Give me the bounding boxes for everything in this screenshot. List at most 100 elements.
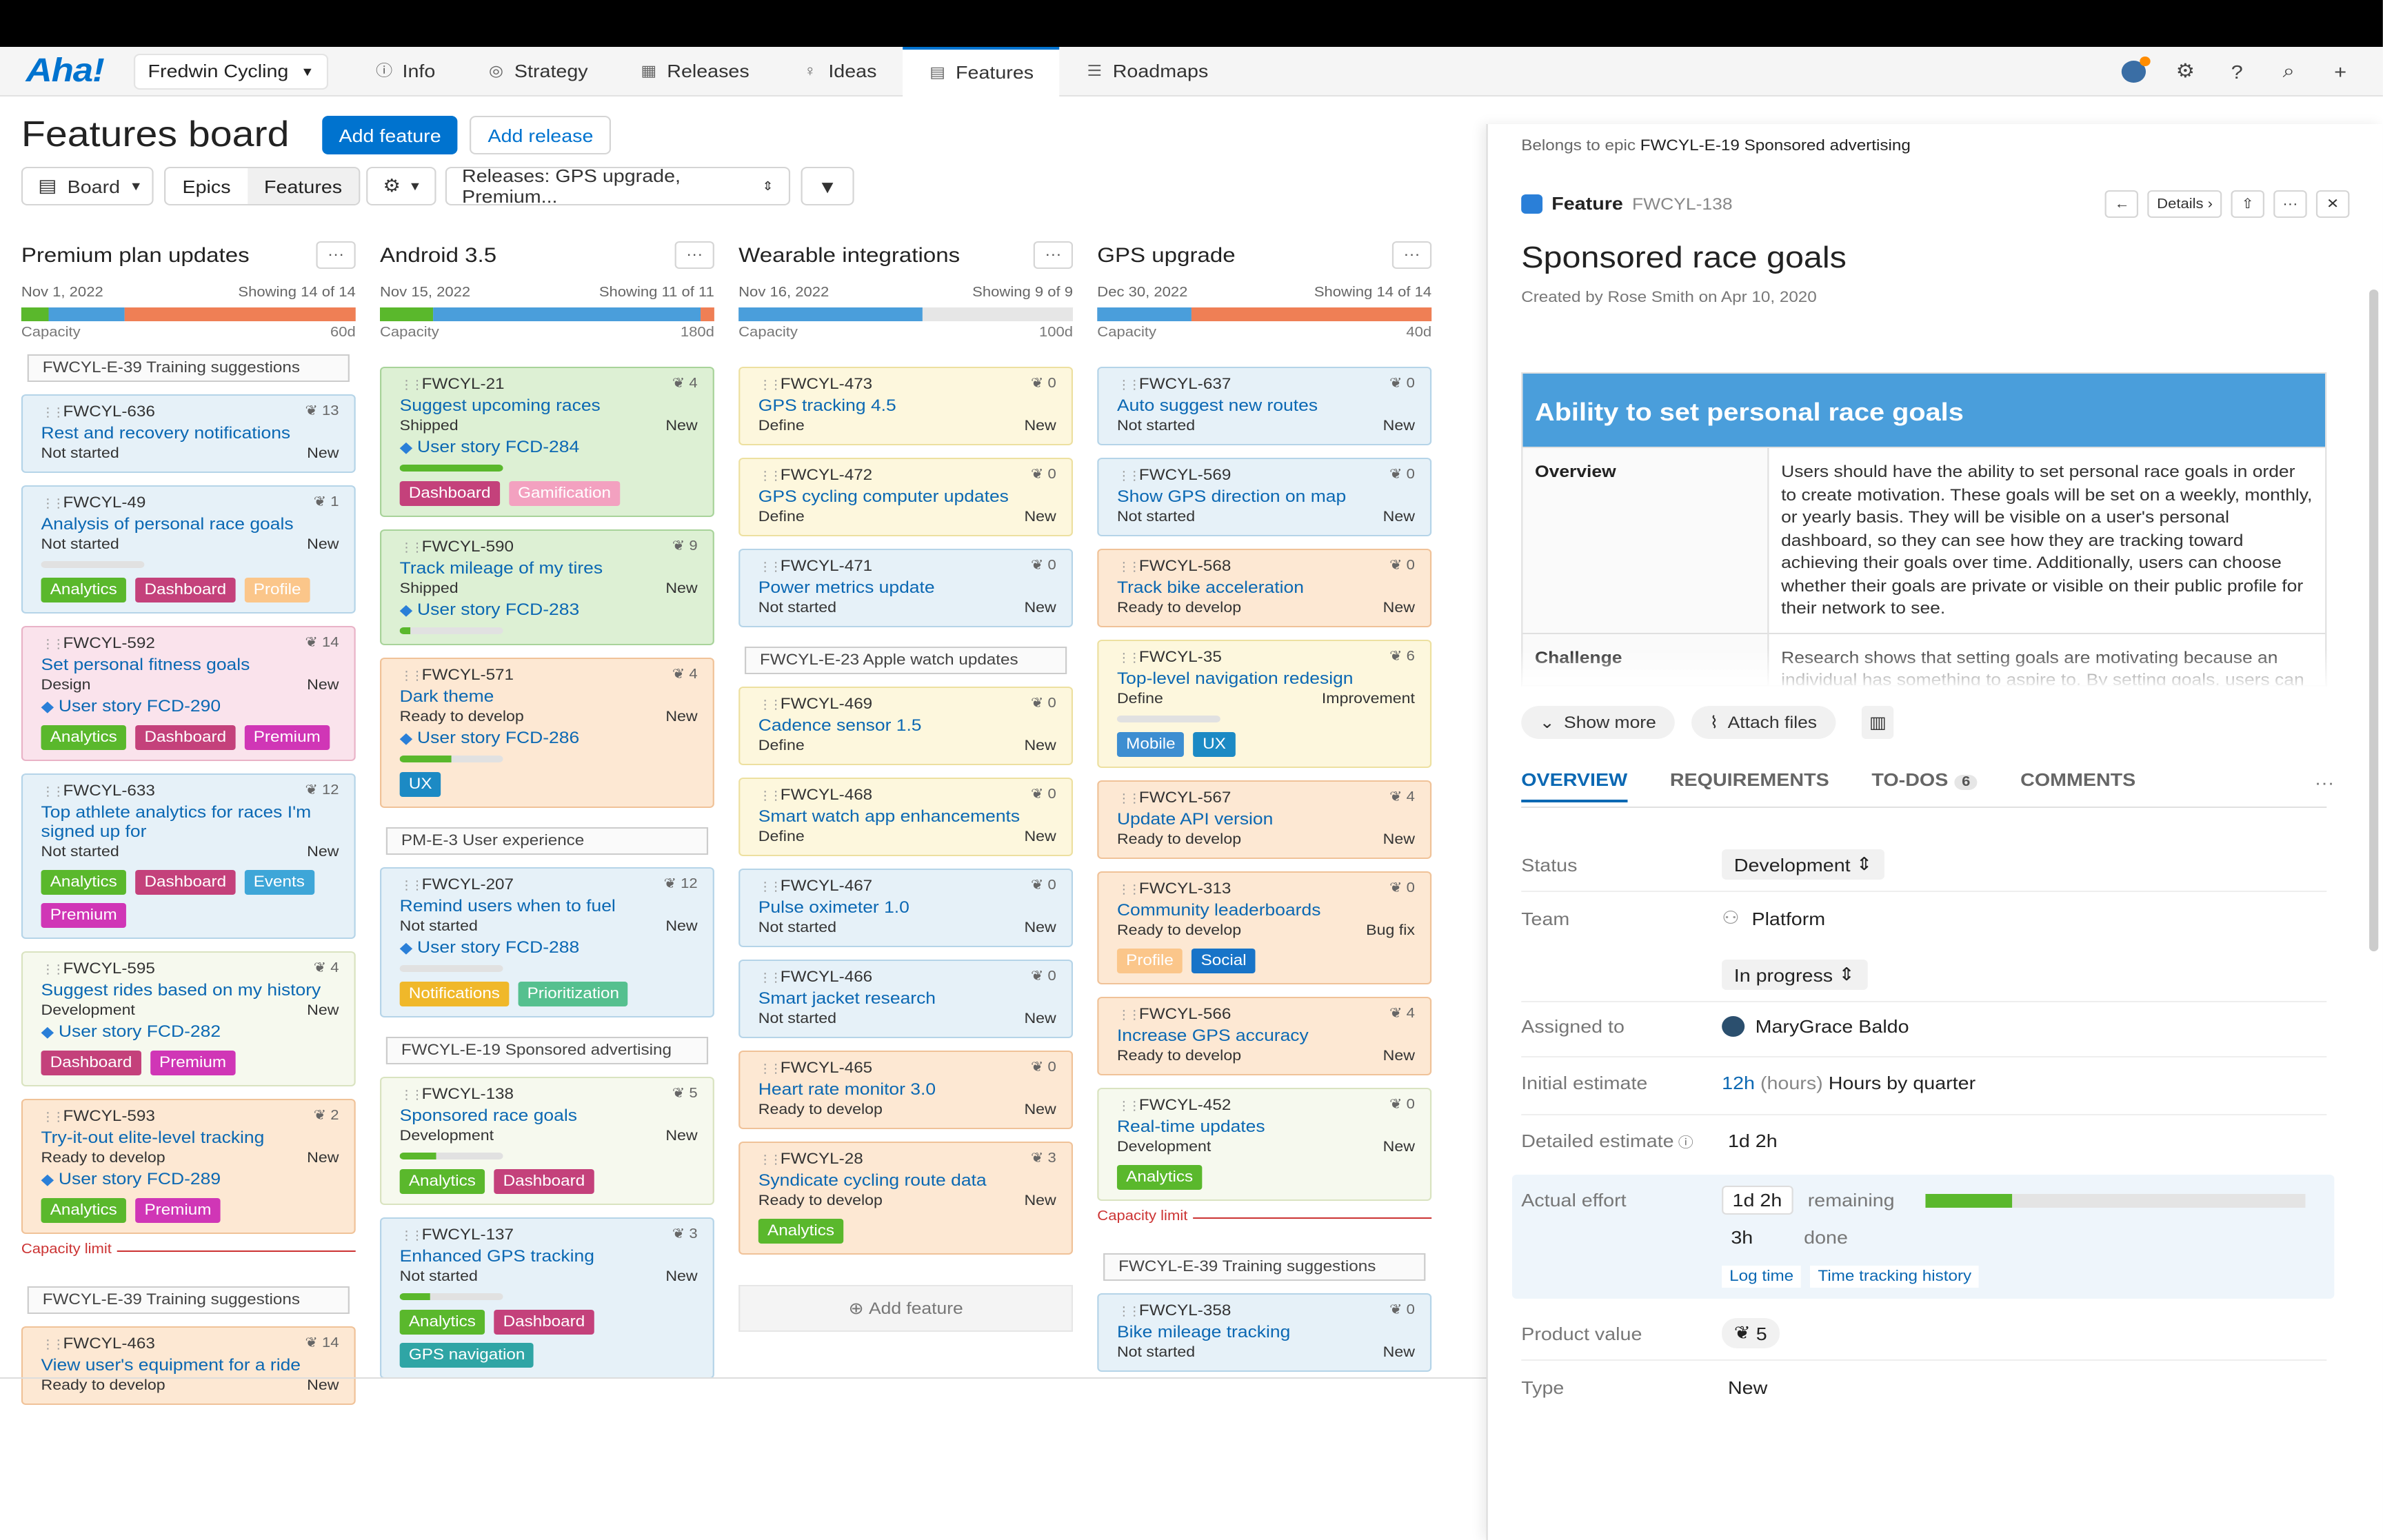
epic-group-header[interactable]: FWCYL-E-23 Apple watch updates <box>744 647 1067 674</box>
tag[interactable]: Social <box>1192 949 1256 973</box>
feature-title-link[interactable]: Smart jacket research <box>758 989 936 1008</box>
feature-card[interactable]: FWCYL-21 ❦ 4 Suggest upcoming races Shipped… <box>380 367 714 517</box>
more-icon[interactable]: ··· <box>1033 241 1074 269</box>
epic-group-header[interactable]: FWCYL-E-39 Training suggestions <box>27 1286 350 1314</box>
user-story-link[interactable]: User story FCD-288 <box>400 938 698 957</box>
feature-title-link[interactable]: Syndicate cycling route data <box>758 1171 987 1190</box>
feature-card[interactable]: FWCYL-593 ❦ 2 Try-it-out elite-level track… <box>21 1099 356 1234</box>
feature-card[interactable]: FWCYL-358 ❦ 0 Bike mileage tracking Not sta… <box>1097 1293 1432 1372</box>
status-select[interactable]: Development ⇕ <box>1722 849 1885 880</box>
feature-card[interactable]: FWCYL-571 ❦ 4 Dark theme Ready to develop Ne… <box>380 658 714 808</box>
tag[interactable]: Gamification <box>508 481 621 506</box>
nav-features[interactable]: ▤ Features <box>902 46 1060 96</box>
feature-card[interactable]: FWCYL-637 ❦ 0 Auto suggest new routes Not s… <box>1097 367 1432 445</box>
add-feature-placeholder[interactable]: ⊕ Add feature <box>738 1285 1074 1332</box>
feature-card[interactable]: FWCYL-567 ❦ 4 Update API version Ready to d… <box>1097 780 1432 859</box>
user-story-link[interactable]: User story FCD-284 <box>400 437 698 456</box>
tag[interactable]: Analytics <box>41 1198 127 1223</box>
tag[interactable]: Dashboard <box>135 725 236 750</box>
add-release-button[interactable]: Add release <box>470 116 612 154</box>
feature-card[interactable]: FWCYL-469 ❦ 0 Cadence sensor 1.5 Define New <box>738 687 1074 765</box>
tab-overview[interactable]: OVERVIEW <box>1521 769 1628 802</box>
feature-title-link[interactable]: Top athlete analytics for races I'm sign… <box>41 802 312 841</box>
tag[interactable]: GPS navigation <box>399 1343 534 1368</box>
releases-filter[interactable]: Releases: GPS upgrade, Premium... ⇕ <box>445 165 791 207</box>
feature-card[interactable]: FWCYL-569 ❦ 0 Show GPS direction on map Not… <box>1097 458 1432 536</box>
epic-group-header[interactable]: PM-E-3 User experience <box>385 827 709 855</box>
nav-roadmaps[interactable]: ☰ Roadmaps <box>1060 46 1234 96</box>
nav-ideas[interactable]: ♀ Ideas <box>775 46 903 96</box>
type-value[interactable]: New <box>1727 1377 1768 1398</box>
tag[interactable]: UX <box>1194 732 1236 757</box>
user-story-link[interactable]: User story FCD-282 <box>41 1022 339 1041</box>
feature-card[interactable]: FWCYL-568 ❦ 0 Track bike acceleration Ready… <box>1097 549 1432 627</box>
feature-title-link[interactable]: Suggest rides based on my history <box>41 980 321 1000</box>
user-story-link[interactable]: User story FCD-283 <box>400 600 698 619</box>
feature-card[interactable]: FWCYL-28 ❦ 3 Syndicate cycling route data R… <box>738 1142 1074 1255</box>
feature-title[interactable]: Sponsored race goals <box>1521 240 1847 274</box>
features-toggle[interactable]: Features <box>247 168 359 204</box>
feature-title-link[interactable]: Analysis of personal race goals <box>41 514 294 534</box>
feature-title-link[interactable]: Track bike acceleration <box>1116 578 1304 597</box>
aha-logo[interactable]: Aha! <box>26 52 104 89</box>
feature-card[interactable]: FWCYL-595 ❦ 4 Suggest rides based on my hi… <box>21 951 356 1086</box>
feature-title-link[interactable]: Set personal fitness goals <box>41 655 250 674</box>
feature-card[interactable]: FWCYL-636 ❦ 13 Rest and recovery notificat… <box>21 394 356 473</box>
feature-title-link[interactable]: Suggest upcoming races <box>399 396 601 415</box>
filter-button[interactable]: ▼ <box>801 167 854 205</box>
more-icon[interactable]: ··· <box>674 241 714 269</box>
feature-title-link[interactable]: Pulse oximeter 1.0 <box>758 898 909 917</box>
feature-card[interactable]: FWCYL-35 ❦ 6 Top-level navigation redesign… <box>1097 640 1432 768</box>
workspace-selector[interactable]: Fredwin Cycling ▼ <box>134 53 328 89</box>
assignee[interactable]: MaryGrace Baldo <box>1722 1016 1909 1037</box>
back-arrow-icon[interactable]: ← <box>2105 190 2139 218</box>
release-name[interactable]: Premium plan updates <box>21 243 250 267</box>
feature-card[interactable]: FWCYL-468 ❦ 0 Smart watch app enhancements… <box>738 778 1074 856</box>
tab-todos[interactable]: TO-DOS 6 <box>1871 769 1978 802</box>
nav-releases[interactable]: ▦ Releases <box>614 46 775 96</box>
feature-card[interactable]: FWCYL-452 ❦ 0 Real-time updates Development… <box>1097 1088 1432 1201</box>
user-avatar[interactable] <box>2121 56 2151 82</box>
attach-files-button[interactable]: ⌇ Attach files <box>1691 706 1836 739</box>
feature-title-link[interactable]: Auto suggest new routes <box>1116 396 1318 415</box>
feature-card[interactable]: FWCYL-592 ❦ 14 Set personal fitness goals D… <box>21 626 356 761</box>
feature-title-link[interactable]: GPS tracking 4.5 <box>758 396 896 415</box>
tag[interactable]: Prioritization <box>518 982 629 1006</box>
feature-title-link[interactable]: Rest and recovery notifications <box>41 423 291 443</box>
tag[interactable]: UX <box>399 772 441 797</box>
feature-card[interactable]: FWCYL-466 ❦ 0 Smart jacket research Not sta… <box>738 960 1074 1038</box>
epics-toggle[interactable]: Epics <box>182 176 231 196</box>
help-icon[interactable]: ⓘ <box>1673 1136 1693 1151</box>
feature-title-link[interactable]: Bike mileage tracking <box>1116 1322 1291 1341</box>
feature-title-link[interactable]: Remind users when to fuel <box>399 896 616 915</box>
tag[interactable]: Analytics <box>1116 1165 1203 1190</box>
feature-card[interactable]: FWCYL-313 ❦ 0 Community leaderboards Ready … <box>1097 871 1432 984</box>
nav-info[interactable]: ⓘ Info <box>349 46 461 96</box>
tag[interactable]: Analytics <box>41 870 127 895</box>
tag[interactable]: Dashboard <box>135 578 236 602</box>
epic-group-header[interactable]: FWCYL-E-39 Training suggestions <box>1103 1253 1426 1281</box>
release-name[interactable]: Android 3.5 <box>380 243 497 267</box>
drawer-scrollbar[interactable] <box>2369 290 2379 951</box>
product-value-score[interactable]: ❦ 5 <box>1722 1318 1780 1348</box>
plus-icon[interactable]: + <box>2334 60 2347 82</box>
tab-comments[interactable]: COMMENTS <box>2020 769 2136 790</box>
feature-card[interactable]: FWCYL-207 ❦ 12 Remind users when to fuel No… <box>380 867 714 1017</box>
feature-card[interactable]: FWCYL-467 ❦ 0 Pulse oximeter 1.0 Not starte… <box>738 869 1074 947</box>
feature-title-link[interactable]: Cadence sensor 1.5 <box>758 716 922 735</box>
user-story-link[interactable]: User story FCD-290 <box>41 696 339 716</box>
epic-group-header[interactable]: FWCYL-E-19 Sponsored advertising <box>385 1037 709 1064</box>
add-feature-button[interactable]: Add feature <box>322 116 458 154</box>
time-tracking-history-link[interactable]: Time tracking history <box>1810 1266 1980 1288</box>
user-story-link[interactable]: User story FCD-286 <box>400 728 698 747</box>
tag[interactable]: Dashboard <box>399 481 500 506</box>
feature-card[interactable]: FWCYL-138 ❦ 5 Sponsored race goals Developm… <box>380 1077 714 1205</box>
feature-title-link[interactable]: Track mileage of my tires <box>399 558 603 578</box>
tag[interactable]: Analytics <box>399 1310 485 1335</box>
gear-icon[interactable]: ⚙ <box>2175 59 2195 81</box>
help-icon[interactable]: ? <box>2231 60 2243 82</box>
feature-title-link[interactable]: Show GPS direction on map <box>1116 487 1347 506</box>
feature-title-link[interactable]: Heart rate monitor 3.0 <box>758 1080 936 1099</box>
show-more-button[interactable]: ⌄ Show more <box>1521 706 1675 739</box>
feature-title-link[interactable]: Smart watch app enhancements <box>758 807 1020 826</box>
